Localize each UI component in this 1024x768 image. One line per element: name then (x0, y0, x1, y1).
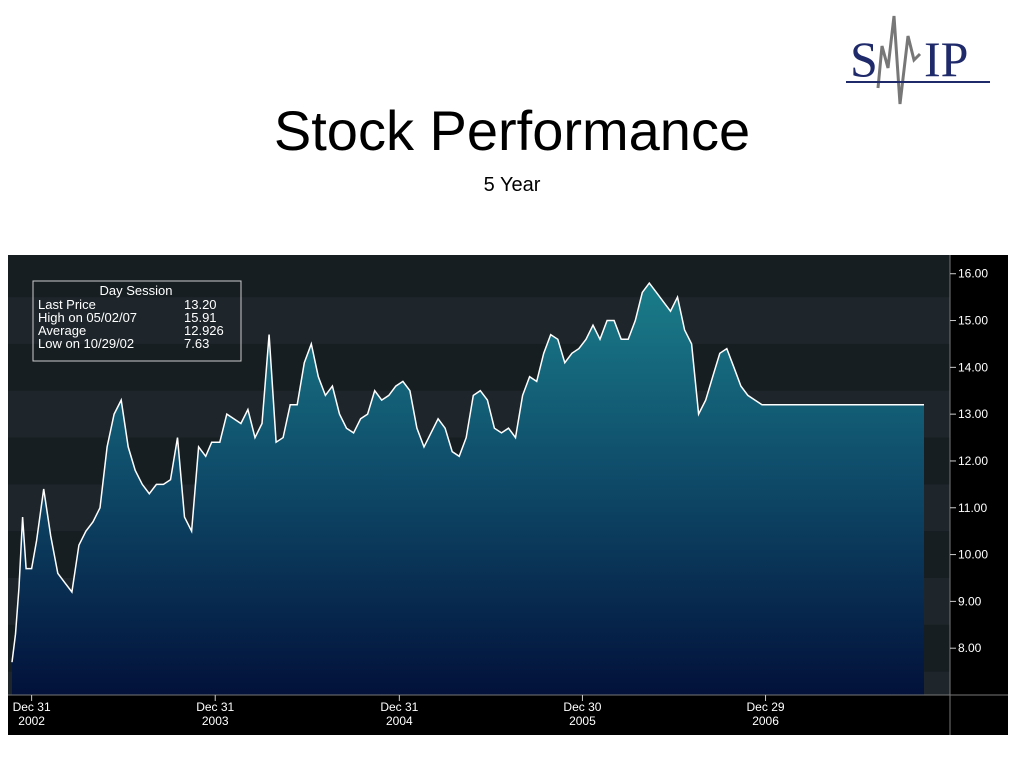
stock-chart: 16.00 15.00 14.00 13.00 12.00 11.00 10.00 9.00 8… (8, 250, 1008, 735)
x-tick-label-year: 2005 (569, 714, 596, 728)
stock-chart-svg: 16.00 15.00 14.00 13.00 12.00 11.00 10.00 9.00 8… (8, 250, 1008, 735)
legend-border (32, 280, 242, 362)
y-tick-label: 15.00 (958, 314, 988, 328)
x-axis-panel (8, 695, 1008, 735)
legend-value-high: 15.91 (184, 310, 217, 325)
legend-title: Day Session (100, 283, 173, 298)
slide-subtitle: 5 Year (483, 174, 541, 196)
price-line (11, 281, 924, 663)
y-tick-label: 14.00 (958, 360, 988, 374)
legend-label-average: Average (38, 323, 86, 338)
y-tick-label: 16.00 (958, 267, 988, 281)
y-axis-ticks: 16.00 15.00 14.00 13.00 12.00 11.00 10.00 9.00 8… (950, 267, 988, 655)
y-tick-label: 9.00 (958, 594, 982, 608)
grid-band (8, 250, 950, 298)
x-tick-label-date: Dec 30 (563, 700, 601, 714)
logo-zigzag-icon (876, 15, 922, 105)
company-logo-mark: S IP (846, 15, 990, 105)
legend-label-last-price: Last Price (38, 297, 96, 312)
price-area (12, 283, 924, 695)
slide-title: Stock Performance (273, 99, 751, 162)
x-tick-label-date: Dec 31 (13, 700, 51, 714)
legend-label-high: High on 05/02/07 (38, 310, 137, 325)
x-tick-label-year: 2002 (18, 714, 45, 728)
x-tick-label-date: Dec 29 (747, 700, 785, 714)
x-tick-label-date: Dec 31 (196, 700, 234, 714)
y-tick-label: 13.00 (958, 407, 988, 421)
legend-box: Day Session Last Price 13.20 High on 05/… (32, 280, 242, 362)
y-axis-panel (950, 255, 1008, 695)
x-tick-label-date: Dec 31 (380, 700, 418, 714)
legend-label-low: Low on 10/29/02 (38, 336, 134, 351)
y-tick-label: 11.00 (958, 501, 987, 515)
y-tick-label: 12.00 (958, 454, 988, 468)
grid-band (8, 343, 950, 391)
y-tick-label: 8.00 (958, 641, 982, 655)
x-tick-label-year: 2006 (752, 714, 779, 728)
x-tick-label-year: 2004 (386, 714, 413, 728)
x-tick-label-year: 2003 (202, 714, 229, 728)
y-tick-label: 10.00 (958, 548, 988, 562)
legend-value-average: 12.926 (184, 323, 224, 338)
legend-value-low: 7.63 (184, 336, 209, 351)
logo-letters-ip: IP (924, 31, 968, 87)
logo-letter-s: S (850, 31, 878, 87)
company-logo: S IP (838, 6, 998, 110)
legend-value-last-price: 13.20 (184, 297, 217, 312)
